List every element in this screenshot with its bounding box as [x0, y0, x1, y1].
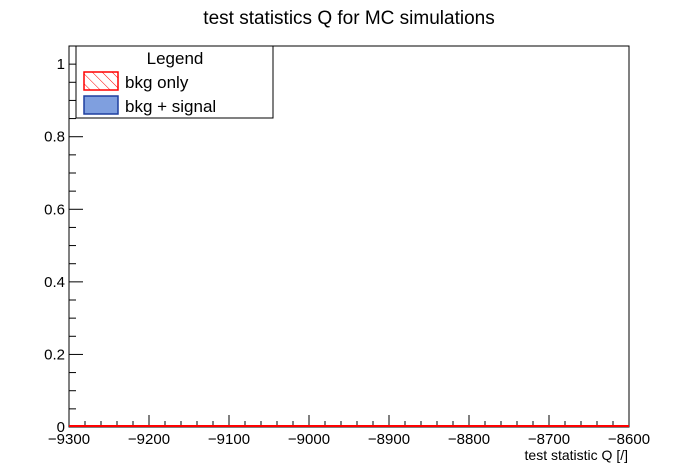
y-tick-label: 0.4: [44, 274, 65, 291]
x-tick-label: −8800: [448, 431, 490, 448]
x-tick-label: −9200: [128, 431, 170, 448]
legend-label-bkg-signal: bkg + signal: [125, 97, 216, 116]
y-tick-label: 0.8: [44, 129, 65, 146]
x-axis-title: test statistic Q [/]: [525, 447, 628, 463]
x-axis-ticks: −9300 −9200 −9100 −9000 −8900 −8800 −8700 −8600: [48, 415, 650, 448]
y-tick-label: 0.6: [44, 201, 65, 218]
legend-swatch-bkg-signal: [83, 95, 119, 115]
y-tick-label: 0.2: [44, 346, 65, 363]
x-tick-label: −8900: [368, 431, 410, 448]
x-tick-label: −9100: [208, 431, 250, 448]
x-tick-label: −8700: [528, 431, 570, 448]
x-tick-label: −9000: [288, 431, 330, 448]
legend-label-bkg-only: bkg only: [125, 73, 189, 92]
chart-title: test statistics Q for MC simulations: [203, 8, 494, 29]
x-tick-label: −8600: [608, 431, 650, 448]
legend-swatch-bkg-only: [83, 71, 119, 91]
x-tick-label: −9300: [48, 431, 90, 448]
y-tick-label: 0: [57, 419, 65, 436]
legend-title: Legend: [147, 49, 204, 68]
y-tick-label: 1: [57, 56, 65, 73]
legend: Legend bkg only bkg + signal: [75, 45, 274, 119]
